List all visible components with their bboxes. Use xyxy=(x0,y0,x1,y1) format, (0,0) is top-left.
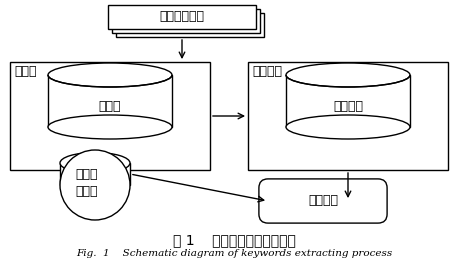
Text: Fig.  1    Schematic diagram of keywords extracting process: Fig. 1 Schematic diagram of keywords ext… xyxy=(76,249,392,258)
Text: 特征词集: 特征词集 xyxy=(308,194,338,207)
Ellipse shape xyxy=(48,115,172,139)
Text: 语义本体: 语义本体 xyxy=(333,101,363,114)
Text: 停用词: 停用词 xyxy=(99,101,121,114)
Bar xyxy=(60,163,130,185)
Bar xyxy=(248,62,448,170)
Ellipse shape xyxy=(286,115,410,139)
Bar xyxy=(116,13,264,37)
Bar xyxy=(48,75,172,127)
Bar xyxy=(112,9,260,33)
Text: 语义扩展: 语义扩展 xyxy=(252,65,282,78)
Ellipse shape xyxy=(60,152,130,173)
FancyBboxPatch shape xyxy=(259,179,387,223)
Circle shape xyxy=(60,150,130,220)
Text: 分词器: 分词器 xyxy=(14,65,37,78)
Text: 图 1    特征词提取过程示意图: 图 1 特征词提取过程示意图 xyxy=(173,233,295,247)
Bar xyxy=(286,75,410,127)
Ellipse shape xyxy=(286,63,410,87)
Bar xyxy=(10,62,210,170)
Text: 构件描述文档: 构件描述文档 xyxy=(160,10,205,23)
Ellipse shape xyxy=(48,63,172,87)
Text: 构件标
识集合: 构件标 识集合 xyxy=(75,168,97,198)
Bar xyxy=(108,5,256,29)
